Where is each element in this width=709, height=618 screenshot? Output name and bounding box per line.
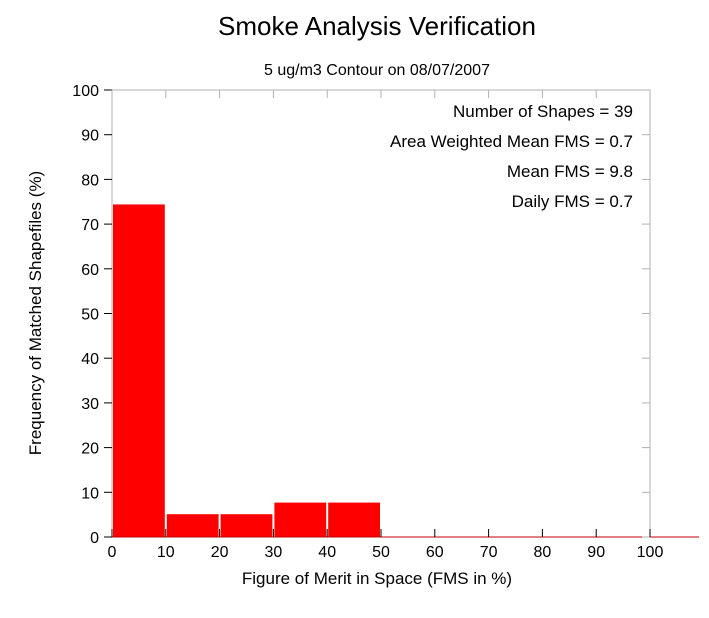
stats-annotation: Daily FMS = 0.7: [512, 192, 633, 211]
y-tick-label: 70: [81, 217, 99, 234]
x-tick-label: 70: [480, 544, 498, 561]
y-axis: 0 10 20 30 40 50 60 70 80 90 100: [72, 83, 650, 547]
histogram-bar: [328, 502, 380, 537]
histogram-bar: [274, 502, 327, 537]
y-tick-label: 80: [81, 172, 99, 189]
stats-annotation: Mean FMS = 9.8: [507, 162, 633, 181]
y-tick-label: 30: [81, 396, 99, 413]
annotations-group: Number of Shapes = 39 Area Weighted Mean …: [390, 102, 633, 211]
y-tick-label: 10: [81, 485, 99, 502]
y-tick-label: 0: [90, 530, 99, 547]
y-tick-label: 40: [81, 351, 99, 368]
stats-annotation: Number of Shapes = 39: [453, 102, 633, 121]
plot-frame: [111, 89, 651, 538]
bars-group: [113, 204, 380, 537]
y-tick-label: 100: [72, 83, 99, 100]
y-tick-label: 50: [81, 307, 99, 324]
histogram-bar: [113, 204, 165, 537]
histogram-bar: [220, 514, 273, 537]
x-tick-label: 60: [426, 544, 444, 561]
y-axis-label: Frequency of Matched Shapefiles (%): [26, 171, 45, 455]
x-tick-label: 80: [534, 544, 552, 561]
x-tick-label: 0: [108, 544, 117, 561]
x-tick-label: 30: [265, 544, 283, 561]
x-tick-label: 50: [372, 544, 390, 561]
x-axis: 0 10 20 30 40 50 60 70 80 90 100: [108, 90, 664, 561]
x-tick-label: 10: [157, 544, 175, 561]
y-tick-label: 60: [81, 262, 99, 279]
x-tick-label: 20: [211, 544, 229, 561]
x-tick-label: 100: [637, 544, 664, 561]
x-tick-label: 90: [587, 544, 605, 561]
x-tick-label: 40: [318, 544, 336, 561]
x-axis-label: Figure of Merit in Space (FMS in %): [242, 569, 512, 588]
stats-annotation: Area Weighted Mean FMS = 0.7: [390, 132, 633, 151]
chart-title: Smoke Analysis Verification: [218, 11, 536, 41]
y-tick-label: 90: [81, 128, 99, 145]
y-tick-label: 20: [81, 441, 99, 458]
chart-subtitle: 5 ug/m3 Contour on 08/07/2007: [264, 62, 490, 79]
histogram-bar: [166, 514, 219, 537]
